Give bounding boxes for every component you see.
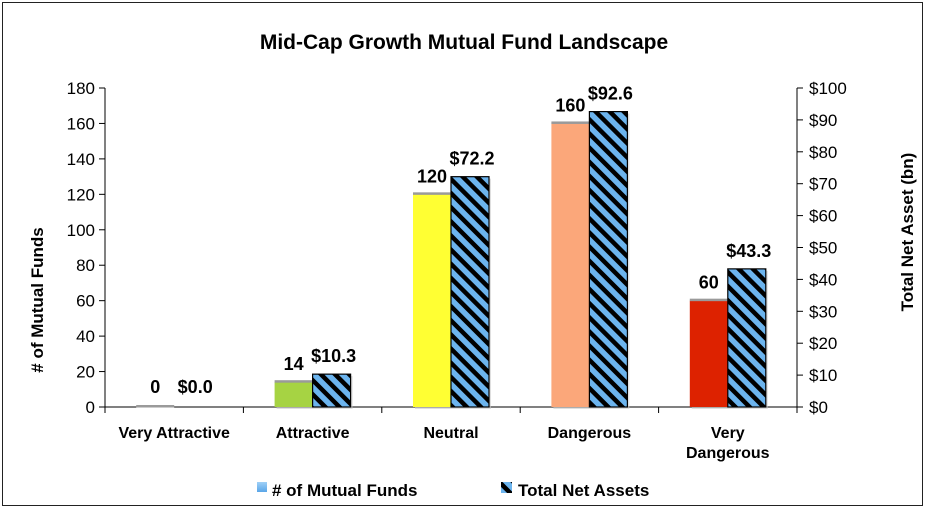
data-label-funds: 14	[284, 354, 304, 374]
bar-funds	[551, 123, 590, 407]
data-label-assets: $43.3	[726, 241, 771, 261]
y-tick-label: 160	[67, 114, 95, 133]
data-label-assets: $10.3	[311, 346, 356, 366]
chart-title: Mid-Cap Growth Mutual Fund Landscape	[260, 31, 668, 54]
data-label-assets: $92.6	[588, 84, 633, 104]
y-tick-label: 100	[67, 221, 95, 240]
bar-assets	[312, 373, 352, 408]
bar-funds-top	[413, 192, 451, 195]
bar-funds	[413, 194, 451, 407]
y-tick-label: 80	[76, 256, 95, 275]
x-tick-label: Dangerous	[686, 445, 770, 462]
y-tick-label: 0	[86, 398, 95, 417]
y2-tick-label: $40	[809, 270, 837, 289]
bar-assets	[450, 176, 490, 408]
bar-funds-top	[136, 405, 175, 408]
y2-tick-label: $70	[809, 175, 837, 194]
y-tick-label: 120	[67, 185, 95, 204]
bars	[136, 111, 768, 409]
y2-tick-label: $90	[809, 111, 837, 130]
y-axis-title: # of Mutual Funds	[28, 227, 47, 372]
data-label-funds: 60	[699, 273, 719, 293]
y-tick-label: 20	[76, 363, 95, 382]
y-tick-label: 40	[76, 327, 95, 346]
bar-funds	[689, 300, 728, 407]
y-tick-label: 60	[76, 292, 95, 311]
legend-swatch-funds	[257, 482, 267, 492]
bar-assets	[727, 268, 767, 408]
y2-tick-label: $100	[809, 79, 847, 98]
x-tick-label: Attractive	[276, 425, 350, 442]
data-label-assets: $72.2	[449, 149, 494, 169]
y2-tick-label: $80	[809, 143, 837, 162]
data-label-funds: 120	[417, 166, 447, 186]
data-label-funds: 0	[150, 377, 160, 397]
y2-tick-label: $0	[809, 398, 828, 417]
y2-tick-label: $30	[809, 302, 837, 321]
legend-swatch-assets	[501, 482, 512, 493]
data-label-funds: 160	[555, 95, 585, 115]
data-label-assets: $0.0	[178, 377, 213, 397]
bar-funds-top	[274, 380, 313, 383]
axes: 020406080100120140160180$0$10$20$30$40$5…	[67, 79, 847, 462]
y-tick-label: 180	[67, 79, 95, 98]
y2-axis-title: Total Net Asset (bn)	[898, 153, 917, 312]
x-tick-label: Neutral	[423, 425, 478, 442]
x-tick-label: Dangerous	[548, 425, 632, 442]
y2-tick-label: $10	[809, 366, 837, 385]
bar-funds-top	[551, 121, 590, 124]
y2-tick-label: $20	[809, 334, 837, 353]
x-tick-label: Very	[711, 425, 745, 442]
bar-funds-top	[689, 298, 728, 302]
legend: # of Mutual Funds Total Net Assets	[257, 481, 649, 500]
bar-funds	[274, 382, 313, 407]
x-tick-label: Very Attractive	[118, 425, 230, 442]
y-tick-label: 140	[67, 150, 95, 169]
legend-label-funds: # of Mutual Funds	[272, 481, 417, 500]
data-labels: 0 $0.0 14 $10.3 120$72.2 160$92.6 60 $43.3	[150, 84, 771, 397]
y2-tick-label: $50	[809, 239, 837, 258]
y2-tick-label: $60	[809, 207, 837, 226]
bar-assets	[588, 111, 629, 408]
legend-label-assets: Total Net Assets	[518, 481, 649, 500]
